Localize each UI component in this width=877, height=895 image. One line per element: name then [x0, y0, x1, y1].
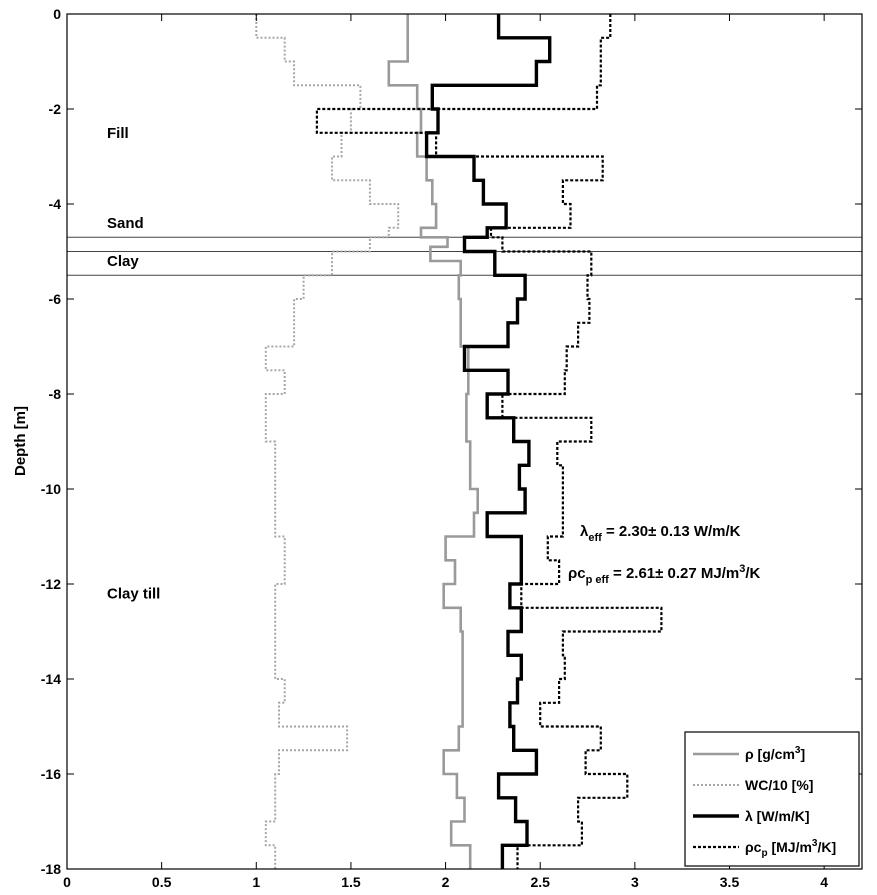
y-tick-label: -6 [49, 291, 62, 307]
x-tick-label: 4 [820, 874, 828, 890]
y-tick-label: -16 [41, 766, 61, 782]
x-tick-label: 0 [63, 874, 71, 890]
legend-entry-3: ρcp [MJ/m3/K] [745, 838, 836, 859]
layer-label: Sand [107, 215, 144, 232]
rhocp-eff-annotation: ρcp eff = 2.61± 0.27 MJ/m3/K [568, 563, 761, 586]
annotations: λeff = 2.30± 0.13 W/m/K ρcp eff = 2.61± 0… [568, 523, 761, 586]
series-line-1 [255, 14, 400, 869]
x-tick-label: 2.5 [530, 874, 550, 890]
x-tick-label: 1.5 [341, 874, 361, 890]
x-tick-label: 3 [631, 874, 639, 890]
legend-entry-2: λ [W/m/K] [745, 808, 810, 824]
x-axis: 0 0.5 1 1.5 2 2.5 3 3.5 4 [63, 14, 828, 890]
x-tick-label: 2 [442, 874, 450, 890]
series-line-3 [315, 14, 663, 869]
plot-frame [66, 13, 863, 870]
y-tick-label: -18 [41, 861, 61, 877]
legend: ρ [g/cm3] WC/10 [%] λ [W/m/K] ρcp [MJ/m3/K] [684, 731, 860, 867]
y-tick-label: -10 [41, 481, 61, 497]
y-axis-label: Depth [m] [12, 406, 29, 476]
x-tick-label: 0.5 [152, 874, 172, 890]
y-tick-label: -2 [49, 101, 62, 117]
layer-label: Clay [107, 253, 139, 270]
y-tick-label: -14 [41, 671, 61, 687]
y-tick-label: -12 [41, 576, 61, 592]
legend-entry-0: ρ [g/cm3] [745, 745, 805, 762]
x-tick-label: 3.5 [720, 874, 740, 890]
layer-label: Clay till [107, 586, 160, 603]
legend-entry-1: WC/10 [%] [745, 777, 813, 793]
y-tick-label: -4 [49, 196, 62, 212]
y-tick-label: -8 [49, 386, 62, 402]
plot-series [255, 14, 663, 869]
layer-label: Fill [107, 125, 129, 142]
lambda-eff-annotation: λeff = 2.30± 0.13 W/m/K [580, 523, 741, 544]
series-line-2 [424, 14, 552, 869]
x-tick-label: 1 [252, 874, 260, 890]
series-line-0 [387, 14, 479, 869]
soil-layer-labels: Fill Sand Clay Clay till [107, 125, 160, 603]
y-tick-label: 0 [53, 6, 61, 22]
